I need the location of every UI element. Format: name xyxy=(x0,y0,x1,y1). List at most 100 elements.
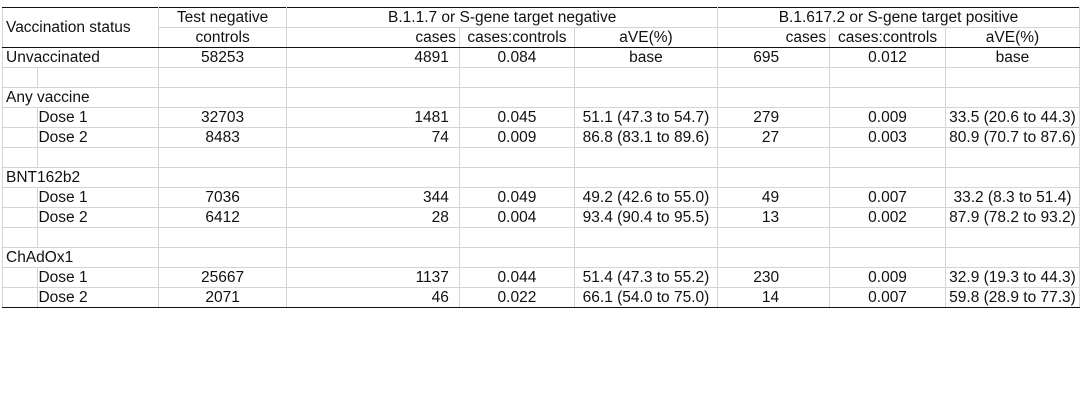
delta-cases-cell: 14 xyxy=(716,287,831,308)
dose-label: Dose 1 xyxy=(37,107,159,128)
group-row: ChAdOx1 xyxy=(2,247,1080,268)
delta-ave-cell: 80.9 (70.7 to 87.6) xyxy=(944,127,1080,148)
delta-cases-cell: 13 xyxy=(716,207,831,228)
delta-ratio-cell: 0.003 xyxy=(829,127,946,148)
blank-cell xyxy=(286,227,460,248)
delta-ave-header: aVE(%) xyxy=(944,27,1080,48)
dose-label: Dose 1 xyxy=(37,187,159,208)
delta-ave-cell: base xyxy=(944,47,1080,68)
blank-cell xyxy=(573,227,718,248)
indent-cell xyxy=(1,287,39,308)
alpha-ratio-cell: 0.045 xyxy=(458,107,575,128)
delta-group-header: B.1.617.2 or S-gene target positive xyxy=(716,7,1080,28)
blank-cell xyxy=(944,87,1080,108)
indent-cell xyxy=(1,127,39,148)
blank-row xyxy=(1,147,1080,168)
alpha-ave-cell: 49.2 (42.6 to 55.0) xyxy=(573,187,718,208)
dose-label: Dose 2 xyxy=(37,127,159,148)
blank-cell xyxy=(1,227,39,248)
blank-cell xyxy=(944,67,1080,88)
indent-cell xyxy=(1,187,39,208)
alpha-ave-cell: 93.4 (90.4 to 95.5) xyxy=(573,207,718,228)
blank-cell xyxy=(573,67,718,88)
alpha-ratio-cell: 0.044 xyxy=(458,267,575,288)
alpha-cases-header: cases xyxy=(286,27,460,48)
blank-cell xyxy=(286,147,460,168)
alpha-ratio-cell: 0.049 xyxy=(458,187,575,208)
delta-ratio-header: cases:controls xyxy=(829,27,946,48)
controls-cell: 7036 xyxy=(157,187,288,208)
blank-cell xyxy=(157,87,288,108)
group-label: Any vaccine xyxy=(2,87,159,108)
alpha-cases-cell: 46 xyxy=(286,287,460,308)
controls-cell: 2071 xyxy=(157,287,288,308)
dose-label: Dose 2 xyxy=(37,207,159,228)
alpha-ave-cell: 86.8 (83.1 to 89.6) xyxy=(573,127,718,148)
delta-ave-cell: 33.5 (20.6 to 44.3) xyxy=(944,107,1080,128)
controls-cell: 8483 xyxy=(157,127,288,148)
blank-row xyxy=(1,67,1080,88)
group-label: ChAdOx1 xyxy=(2,247,159,268)
controls-cell: 25667 xyxy=(157,267,288,288)
alpha-cases-cell: 4891 xyxy=(286,47,460,68)
delta-ratio-cell: 0.012 xyxy=(829,47,946,68)
blank-cell xyxy=(286,87,460,108)
delta-ave-cell: 32.9 (19.3 to 44.3) xyxy=(944,267,1080,288)
indent-cell xyxy=(1,107,39,128)
blank-cell xyxy=(944,227,1080,248)
alpha-cases-cell: 1481 xyxy=(286,107,460,128)
blank-cell xyxy=(157,167,288,188)
table-row: Dose 2 2071 46 0.022 66.1 (54.0 to 75.0) 14 0.… xyxy=(1,287,1080,308)
blank-cell xyxy=(829,167,946,188)
blank-cell xyxy=(829,67,946,88)
blank-cell xyxy=(157,147,288,168)
table-row: Dose 1 32703 1481 0.045 51.1 (47.3 to 54.7) 2… xyxy=(1,107,1080,128)
controls-cell: 32703 xyxy=(157,107,288,128)
dose-label: Dose 1 xyxy=(37,267,159,288)
alpha-ratio-cell: 0.004 xyxy=(458,207,575,228)
vaccine-effectiveness-table: Vaccination status Test negative B.1.1.7… xyxy=(1,7,1080,308)
group-row: BNT162b2 xyxy=(2,167,1080,188)
alpha-group-header: B.1.1.7 or S-gene target negative xyxy=(286,7,718,28)
blank-cell xyxy=(37,147,159,168)
delta-cases-cell: 279 xyxy=(716,107,831,128)
alpha-ratio-header: cases:controls xyxy=(458,27,575,48)
delta-ave-cell: 33.2 (8.3 to 51.4) xyxy=(944,187,1080,208)
alpha-cases-cell: 74 xyxy=(286,127,460,148)
blank-cell xyxy=(716,67,831,88)
delta-ratio-cell: 0.007 xyxy=(829,287,946,308)
blank-cell xyxy=(458,67,575,88)
table-row: Dose 1 7036 344 0.049 49.2 (42.6 to 55.0) 49 0… xyxy=(1,187,1080,208)
blank-cell xyxy=(458,167,575,188)
alpha-cases-cell: 1137 xyxy=(286,267,460,288)
blank-cell xyxy=(157,247,288,268)
blank-cell xyxy=(573,247,718,268)
header-row-2: controls cases cases:controls aVE(%) cases ca… xyxy=(3,27,1080,48)
indent-cell xyxy=(1,207,39,228)
blank-cell xyxy=(573,167,718,188)
delta-ratio-cell: 0.009 xyxy=(829,267,946,288)
blank-cell xyxy=(829,87,946,108)
blank-cell xyxy=(157,67,288,88)
blank-cell xyxy=(458,227,575,248)
alpha-ave-header: aVE(%) xyxy=(573,27,718,48)
alpha-cases-cell: 28 xyxy=(286,207,460,228)
blank-cell xyxy=(944,247,1080,268)
blank-cell xyxy=(829,147,946,168)
blank-cell xyxy=(286,167,460,188)
blank-cell xyxy=(716,167,831,188)
blank-cell xyxy=(286,247,460,268)
blank-cell xyxy=(829,247,946,268)
delta-ratio-cell: 0.002 xyxy=(829,207,946,228)
row-label: Unvaccinated xyxy=(2,47,159,68)
blank-cell xyxy=(716,87,831,108)
blank-cell xyxy=(458,87,575,108)
blank-row xyxy=(1,227,1080,248)
table-row: Dose 2 8483 74 0.009 86.8 (83.1 to 89.6) 27 0.… xyxy=(1,127,1080,148)
dose-label: Dose 2 xyxy=(37,287,159,308)
vaccination-status-header: Vaccination status xyxy=(2,7,159,48)
alpha-ave-cell: base xyxy=(573,47,718,68)
blank-cell xyxy=(573,147,718,168)
delta-cases-cell: 27 xyxy=(716,127,831,148)
blank-cell xyxy=(37,67,159,88)
